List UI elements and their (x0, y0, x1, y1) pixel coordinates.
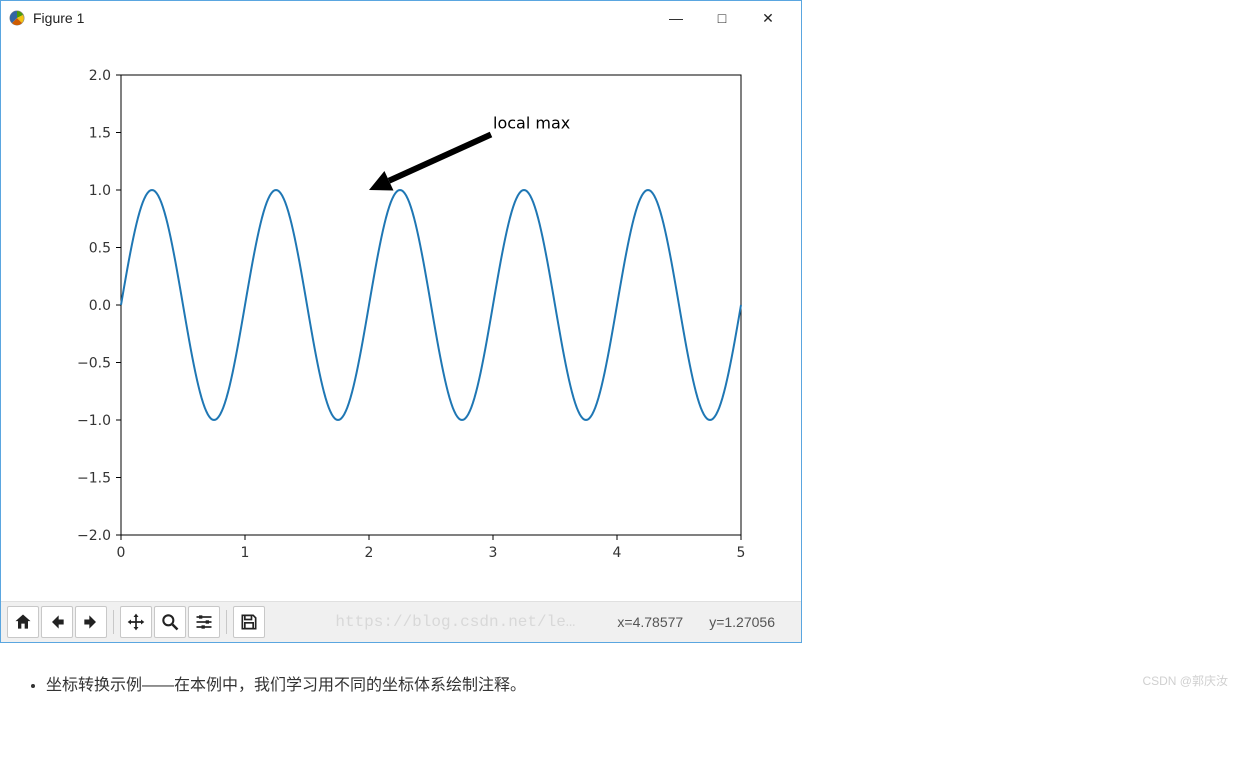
forward-button[interactable] (75, 606, 107, 638)
pan-button[interactable] (120, 606, 152, 638)
svg-text:1: 1 (241, 545, 250, 561)
svg-text:1.5: 1.5 (89, 126, 111, 142)
svg-text:0.0: 0.0 (89, 298, 111, 314)
coord-x: x=4.78577 (617, 614, 683, 630)
toolbar-separator (226, 610, 227, 634)
svg-text:−1.5: −1.5 (77, 471, 111, 487)
footer-attribution: CSDN @郭庆汝 (1142, 672, 1228, 689)
plot-area: 0 1 2 3 4 5 −2.0 −1.5 −1.0 −0.5 0.0 0.5 1.0 1.5 2.0 loc… (1, 35, 801, 601)
configure-button[interactable] (188, 606, 220, 638)
svg-text:0: 0 (117, 545, 126, 561)
svg-text:3: 3 (489, 545, 498, 561)
close-button[interactable]: ✕ (745, 7, 791, 29)
back-button[interactable] (41, 606, 73, 638)
window-title: Figure 1 (33, 10, 84, 26)
svg-text:1.0: 1.0 (89, 183, 111, 199)
sliders-icon (194, 612, 214, 632)
svg-text:−1.0: −1.0 (77, 413, 111, 429)
svg-text:2.0: 2.0 (89, 68, 111, 84)
zoom-icon (160, 612, 180, 632)
figure-window: Figure 1 — □ ✕ 0 1 2 3 4 5 −2.0 −1.5 −1.0 −0.5 0.0… (0, 0, 802, 643)
home-icon (13, 612, 33, 632)
matplotlib-toolbar: https://blog.csdn.net/le… x=4.78577 y=1.… (1, 601, 801, 642)
forward-arrow-icon (81, 612, 101, 632)
svg-text:2: 2 (365, 545, 374, 561)
svg-text:−2.0: −2.0 (77, 528, 111, 544)
caption-text: 坐标转换示例——在本例中，我们学习用不同的坐标体系绘制注释。 (46, 671, 1238, 695)
caption-block: 坐标转换示例——在本例中，我们学习用不同的坐标体系绘制注释。 (0, 671, 1238, 695)
svg-text:4: 4 (613, 545, 622, 561)
svg-text:0.5: 0.5 (89, 241, 111, 257)
maximize-button[interactable]: □ (699, 7, 745, 29)
minimize-button[interactable]: — (653, 7, 699, 29)
toolbar-separator (113, 610, 114, 634)
watermark-text: https://blog.csdn.net/le… (335, 613, 575, 631)
pan-icon (126, 612, 146, 632)
home-button[interactable] (7, 606, 39, 638)
zoom-button[interactable] (154, 606, 186, 638)
svg-text:5: 5 (737, 545, 746, 561)
coord-y: y=1.27056 (709, 614, 775, 630)
svg-text:local max: local max (493, 114, 570, 133)
svg-text:−0.5: −0.5 (77, 356, 111, 372)
titlebar: Figure 1 — □ ✕ (1, 1, 801, 35)
save-button[interactable] (233, 606, 265, 638)
matplotlib-app-icon (9, 10, 25, 26)
back-arrow-icon (47, 612, 67, 632)
save-icon (239, 612, 259, 632)
chart-svg: 0 1 2 3 4 5 −2.0 −1.5 −1.0 −0.5 0.0 0.5 1.0 1.5 2.0 loc… (41, 45, 761, 595)
cursor-coords: x=4.78577 y=1.27056 (617, 614, 795, 630)
